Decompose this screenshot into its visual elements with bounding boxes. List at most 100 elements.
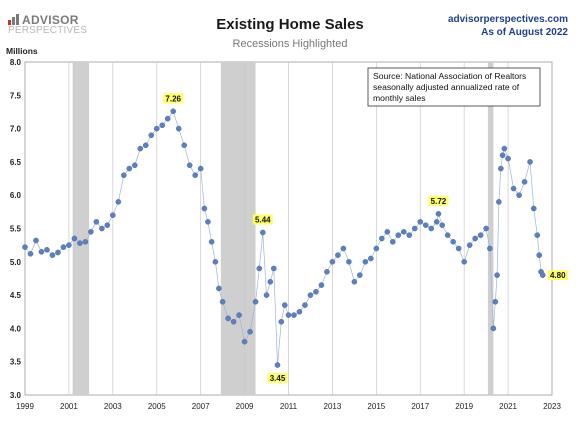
recession-band bbox=[220, 62, 256, 395]
x-tick-label: 2007 bbox=[192, 402, 210, 411]
y-tick-label: 3.5 bbox=[10, 358, 22, 367]
data-point bbox=[192, 172, 198, 179]
data-point bbox=[208, 239, 215, 245]
data-point bbox=[492, 298, 499, 305]
data-point bbox=[60, 244, 67, 250]
data-point bbox=[466, 242, 473, 248]
data-point bbox=[390, 239, 396, 245]
data-point bbox=[131, 162, 138, 169]
x-tick-label: 2001 bbox=[60, 402, 78, 411]
logo: ADVISOR PERSPECTIVES bbox=[8, 14, 87, 36]
annotation-label: 7.26 bbox=[165, 94, 181, 103]
data-point bbox=[230, 318, 237, 325]
source-box bbox=[367, 67, 541, 107]
data-point bbox=[267, 278, 274, 285]
data-point bbox=[201, 205, 208, 212]
y-tick-label: 4.0 bbox=[10, 324, 22, 333]
x-tick-label: 2005 bbox=[148, 402, 166, 411]
data-point bbox=[170, 108, 177, 115]
data-point bbox=[153, 125, 160, 132]
data-point bbox=[428, 225, 435, 232]
data-point bbox=[357, 272, 363, 278]
data-point bbox=[461, 258, 467, 265]
data-point bbox=[505, 155, 511, 162]
source-note-line: Source: National Association of Realtors bbox=[373, 71, 526, 81]
site-url: advisorperspectives.com bbox=[447, 14, 568, 25]
data-point bbox=[530, 205, 537, 212]
data-point bbox=[499, 152, 506, 159]
date-note: As of August 2022 bbox=[481, 26, 568, 38]
data-point bbox=[318, 282, 325, 288]
data-point bbox=[256, 265, 263, 272]
x-tick-label: 2021 bbox=[499, 402, 517, 411]
data-point bbox=[126, 165, 133, 172]
data-point bbox=[164, 115, 171, 122]
data-point bbox=[450, 239, 456, 245]
logo-text-2: PERSPECTIVES bbox=[8, 25, 88, 36]
y-tick-label: 7.5 bbox=[10, 91, 22, 100]
data-point bbox=[55, 249, 61, 256]
data-point bbox=[181, 142, 187, 149]
x-tick-label: 2019 bbox=[455, 402, 473, 411]
data-point bbox=[148, 132, 155, 139]
data-point bbox=[483, 225, 489, 232]
data-point bbox=[281, 302, 288, 308]
y-tick-label: 4.5 bbox=[10, 291, 22, 300]
data-point bbox=[270, 265, 277, 272]
data-point bbox=[121, 172, 127, 179]
data-point bbox=[539, 272, 546, 278]
data-point bbox=[82, 239, 89, 245]
x-tick-label: 2011 bbox=[280, 402, 298, 411]
data-point bbox=[384, 229, 391, 235]
annotation-box bbox=[547, 270, 568, 281]
recession-band bbox=[72, 62, 90, 395]
data-point bbox=[278, 318, 285, 325]
data-point bbox=[496, 199, 502, 205]
data-point bbox=[225, 315, 231, 322]
data-point bbox=[104, 222, 111, 228]
data-point bbox=[329, 258, 336, 265]
data-point bbox=[379, 235, 385, 242]
annotation-box bbox=[428, 195, 449, 206]
data-point bbox=[241, 338, 248, 345]
data-point bbox=[285, 312, 292, 318]
x-tick-label: 2023 bbox=[543, 402, 561, 411]
data-point bbox=[335, 252, 341, 258]
data-point bbox=[487, 245, 493, 252]
data-point bbox=[247, 328, 253, 335]
logo-text-1: ADVISOR bbox=[22, 13, 79, 27]
annotation-label: 4.80 bbox=[550, 271, 566, 280]
data-point bbox=[175, 125, 182, 132]
data-point bbox=[411, 225, 418, 232]
data-point bbox=[527, 159, 533, 165]
data-point bbox=[263, 292, 270, 298]
data-point bbox=[516, 192, 522, 198]
y-tick-label: 6.5 bbox=[10, 158, 22, 167]
source-note-line: seasonally adjusted annualized rate of bbox=[373, 82, 520, 92]
annotation-label: 3.45 bbox=[270, 374, 286, 383]
data-point bbox=[406, 232, 413, 238]
data-point bbox=[66, 242, 72, 248]
x-tick-label: 2013 bbox=[324, 402, 342, 411]
data-point bbox=[159, 122, 166, 129]
logo-mark-icon bbox=[8, 14, 19, 25]
annotation-label: 5.44 bbox=[255, 215, 271, 224]
data-point bbox=[44, 247, 50, 253]
data-point bbox=[291, 312, 297, 318]
data-point bbox=[88, 229, 94, 235]
data-point bbox=[296, 308, 303, 315]
data-point bbox=[435, 211, 442, 217]
chart-subtitle: Recessions Highlighted bbox=[232, 38, 348, 50]
logo-line1: ADVISOR bbox=[8, 14, 87, 26]
data-point bbox=[417, 219, 424, 225]
data-point bbox=[362, 258, 369, 265]
data-point bbox=[340, 245, 347, 252]
data-point bbox=[212, 258, 219, 265]
annotation-box bbox=[163, 93, 184, 104]
data-point bbox=[373, 245, 380, 252]
y-tick-label: 7.0 bbox=[10, 125, 22, 134]
data-point bbox=[302, 302, 308, 308]
data-point bbox=[99, 225, 105, 232]
data-point bbox=[324, 268, 330, 275]
